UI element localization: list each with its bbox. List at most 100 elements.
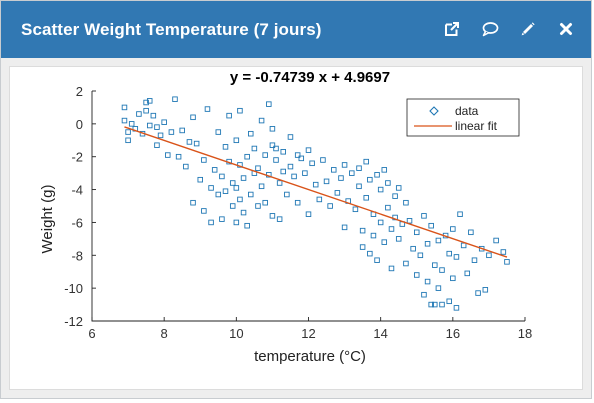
- data-point: [439, 301, 445, 308]
- data-point: [125, 137, 131, 144]
- comment-button[interactable]: [479, 18, 501, 40]
- data-point: [240, 175, 247, 181]
- data-point: [392, 214, 398, 221]
- close-icon: [560, 23, 572, 35]
- y-tick-label: -2: [71, 150, 83, 165]
- y-tick-label: 0: [76, 117, 83, 132]
- data-point: [450, 226, 456, 232]
- data-point: [395, 236, 402, 242]
- legend-entry-linear-fit: linear fit: [414, 119, 498, 133]
- data-point: [291, 173, 297, 180]
- data-point: [201, 208, 207, 214]
- data-point: [417, 252, 424, 259]
- data-point: [233, 219, 240, 226]
- y-tick-label: -10: [64, 281, 83, 296]
- header-actions: [441, 17, 577, 41]
- data-point: [331, 167, 337, 173]
- legend-box: [406, 98, 520, 137]
- data-point: [493, 237, 499, 244]
- data-point: [208, 185, 214, 191]
- data-point: [367, 250, 373, 257]
- data-point: [248, 130, 254, 137]
- data-point: [453, 305, 460, 311]
- data-point: [266, 101, 272, 107]
- data-point: [349, 170, 355, 176]
- data-point: [435, 285, 442, 291]
- chart-title: y = -0.74739 x + 4.9697: [230, 69, 390, 86]
- data-point: [121, 117, 128, 124]
- data-point: [143, 99, 149, 106]
- data-point: [388, 265, 395, 272]
- x-tick-label: 12: [301, 326, 315, 341]
- data-point: [305, 147, 312, 153]
- x-tick-label: 8: [161, 326, 168, 341]
- data-point: [446, 250, 452, 257]
- data-point: [186, 139, 193, 145]
- data-point: [367, 176, 373, 183]
- data-point: [276, 216, 283, 222]
- data-point: [269, 213, 276, 219]
- open-external-button[interactable]: [441, 18, 463, 40]
- data-point: [143, 107, 149, 114]
- data-point: [222, 188, 229, 194]
- y-tick-label: -4: [71, 183, 83, 198]
- data-point: [352, 206, 359, 213]
- legend-label-fit: linear fit: [455, 119, 498, 133]
- x-tick-label: 6: [88, 326, 95, 341]
- data-point: [190, 199, 196, 206]
- data-point: [229, 203, 236, 209]
- data-point: [428, 222, 434, 229]
- comment-icon: [482, 22, 499, 37]
- data-point: [457, 211, 463, 217]
- y-tick-label: -6: [71, 215, 83, 230]
- data-point: [439, 267, 445, 273]
- x-tick-label: 14: [373, 326, 387, 341]
- data-point: [165, 152, 171, 158]
- data-point: [395, 185, 402, 191]
- data-point: [421, 213, 427, 219]
- edit-button[interactable]: [517, 18, 539, 40]
- data-point: [244, 222, 250, 229]
- data-point: [294, 152, 301, 158]
- data-point: [244, 153, 250, 160]
- data-point: [334, 190, 341, 196]
- data-point: [471, 257, 478, 263]
- data-point: [359, 227, 366, 234]
- data-point: [280, 149, 286, 155]
- data-point: [309, 160, 315, 167]
- data-point: [197, 176, 203, 183]
- data-point: [312, 181, 319, 188]
- y-axis-label: Weight (g): [39, 185, 56, 254]
- data-point: [424, 241, 431, 247]
- data-point: [269, 142, 276, 148]
- data-point: [450, 275, 456, 282]
- data-point: [251, 145, 258, 152]
- data-point: [298, 155, 305, 162]
- data-point: [500, 249, 507, 255]
- data-point: [424, 278, 431, 285]
- widget-title: Scatter Weight Temperature (7 jours): [21, 20, 322, 39]
- data-point: [273, 157, 279, 163]
- data-point: [435, 237, 442, 244]
- data-point: [363, 158, 369, 165]
- data-point: [154, 142, 160, 148]
- data-point: [403, 199, 409, 206]
- data-point: [381, 167, 388, 173]
- data-point: [359, 244, 366, 250]
- data-point: [146, 98, 153, 104]
- legend: data linear fit: [406, 98, 520, 137]
- data-point: [262, 199, 268, 206]
- data-point: [193, 140, 200, 147]
- data-point: [385, 204, 391, 211]
- data-point: [208, 219, 214, 226]
- pencil-icon: [521, 22, 535, 36]
- data-point: [341, 224, 348, 231]
- data-point: [377, 219, 384, 226]
- data-point: [226, 112, 232, 119]
- close-button[interactable]: [555, 18, 577, 40]
- data-point: [161, 119, 167, 125]
- data-point: [233, 137, 240, 144]
- data-point: [157, 132, 164, 139]
- data-point: [504, 259, 510, 265]
